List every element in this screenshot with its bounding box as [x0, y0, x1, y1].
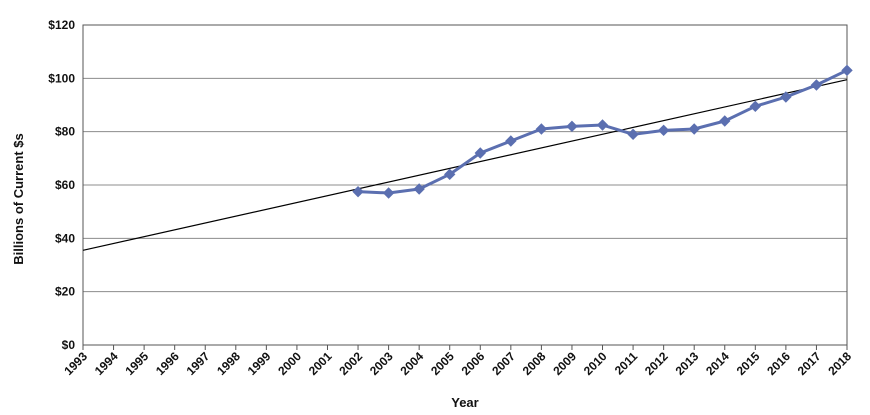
data-point [382, 187, 395, 199]
y-tick-label: $120 [48, 18, 75, 32]
data-point [719, 115, 731, 127]
x-tick-label: 2015 [734, 349, 763, 378]
x-tick-label: 2016 [764, 349, 793, 378]
x-tick-label: 1999 [245, 349, 274, 378]
data-point [444, 168, 456, 181]
data-point [566, 120, 578, 133]
y-tick-label: $40 [55, 231, 75, 245]
y-tick-label: $0 [62, 338, 76, 352]
y-axis-ticks: $0 $20 $40 $60 $80 $100 $120 [48, 18, 75, 352]
y-tick-label: $60 [55, 178, 75, 192]
y-tick-label: $80 [55, 125, 75, 139]
x-tick-label: 2017 [795, 349, 824, 378]
data-point [474, 147, 486, 159]
x-tick-label: 1995 [122, 349, 151, 378]
gridlines [83, 77, 847, 293]
x-tick-label: 2011 [612, 349, 641, 378]
x-tick-label: 2006 [459, 349, 488, 378]
y-tick-label: $100 [48, 71, 75, 85]
x-tick-label: 1997 [184, 349, 213, 378]
x-tick-label: 2004 [397, 349, 426, 378]
data-point [627, 128, 639, 141]
series-group [352, 64, 853, 199]
data-point [657, 124, 670, 137]
x-axis-ticks: 1993 1994 1995 1996 1997 1998 1999 2000 2001 2002… [61, 345, 854, 378]
x-tick-label: 2008 [520, 349, 549, 378]
x-tick-label: 2010 [581, 349, 610, 378]
x-tick-label: 2009 [550, 349, 579, 378]
data-point [749, 100, 762, 113]
data-point [780, 91, 792, 103]
x-tick-label: 2007 [489, 349, 518, 378]
data-point [413, 183, 425, 195]
data-point [596, 119, 609, 131]
x-tick-label: 2001 [306, 349, 335, 378]
data-point [841, 64, 853, 77]
data-point [505, 135, 517, 147]
data-point [352, 185, 364, 198]
plot-border [82, 24, 848, 346]
x-tick-label: 2003 [367, 349, 396, 378]
x-tick-label: 2002 [336, 349, 365, 378]
x-tick-label: 2012 [642, 349, 671, 378]
data-point [810, 79, 823, 91]
plot-area [82, 24, 848, 346]
y-tick-label: $20 [55, 285, 75, 299]
data-point [688, 123, 700, 135]
x-axis-title: Year [451, 395, 478, 410]
x-tick-label: 1993 [61, 349, 90, 378]
data-point [535, 123, 548, 135]
x-tick-label: 2018 [825, 349, 854, 378]
x-tick-label: 1998 [214, 349, 243, 378]
x-tick-label: 2014 [703, 349, 732, 378]
x-tick-label: 2013 [673, 349, 702, 378]
x-tick-label: 2005 [428, 349, 457, 378]
y-axis-title: Billions of Current $s [11, 133, 26, 264]
x-tick-label: 1996 [153, 349, 182, 378]
x-tick-label: 2000 [275, 349, 304, 378]
x-tick-label: 1994 [92, 349, 121, 378]
